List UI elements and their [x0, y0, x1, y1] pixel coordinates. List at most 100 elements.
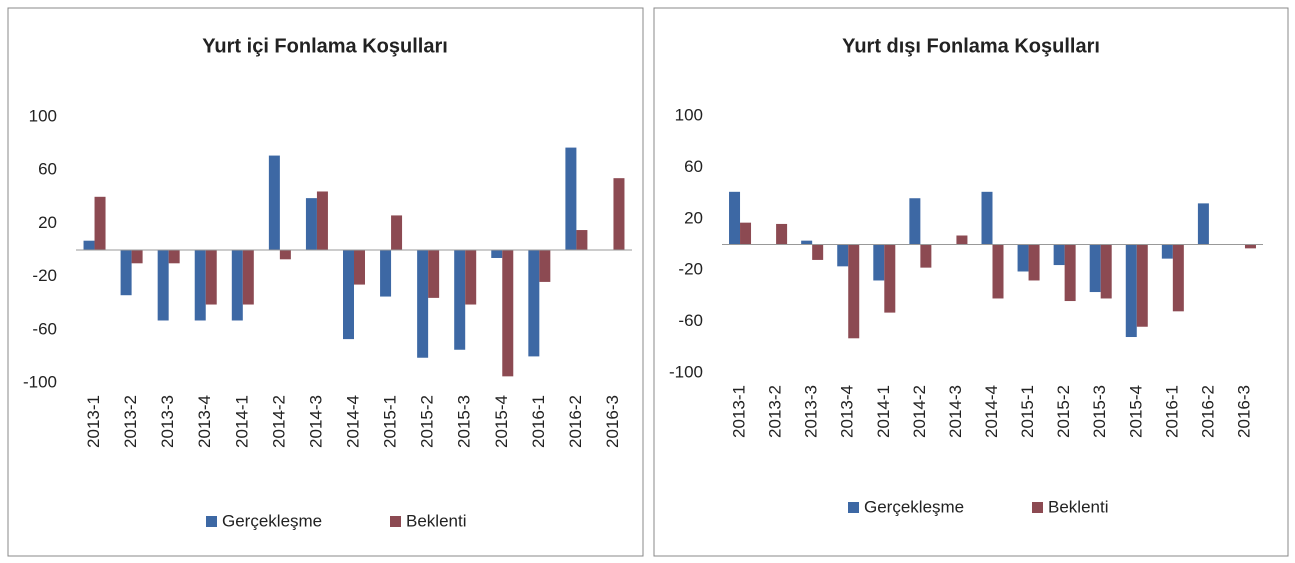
bar — [740, 222, 752, 245]
bar — [316, 191, 328, 250]
legend-swatch — [848, 502, 859, 513]
bar — [120, 250, 132, 296]
x-tick-label: 2013-2 — [121, 395, 140, 448]
y-tick-label: -60 — [678, 311, 703, 330]
y-tick-label: 60 — [684, 157, 703, 176]
bar — [380, 250, 392, 297]
bar — [194, 250, 206, 321]
bar — [465, 250, 477, 305]
bar — [131, 250, 143, 264]
x-tick-label: 2016-1 — [1162, 385, 1181, 438]
x-tick-label: 2016-1 — [529, 395, 548, 448]
x-tick-label: 2014-4 — [343, 395, 362, 448]
bar — [1197, 203, 1209, 245]
legend-swatch — [1032, 502, 1043, 513]
bar — [992, 244, 1004, 299]
x-tick-label: 2014-1 — [874, 385, 893, 438]
chart-title: Yurt içi Fonlama Koşulları — [202, 35, 448, 57]
x-tick-label: 2013-4 — [195, 395, 214, 448]
panel — [7, 7, 644, 557]
panel — [653, 7, 1289, 557]
bar — [956, 235, 968, 245]
x-tick-label: 2014-2 — [910, 385, 929, 438]
bar — [1100, 244, 1112, 299]
x-tick-label: 2014-4 — [982, 385, 1001, 438]
bar — [776, 223, 788, 245]
legend-label: Beklenti — [1048, 497, 1108, 516]
bar — [729, 191, 741, 245]
y-tick-label: 20 — [38, 213, 57, 232]
bar — [981, 191, 993, 245]
bar — [491, 250, 503, 258]
bar — [94, 196, 106, 250]
legend-swatch — [390, 516, 401, 527]
bar — [909, 198, 921, 245]
bar — [1017, 244, 1029, 272]
bar — [613, 178, 625, 250]
bar — [428, 250, 440, 298]
bar — [812, 244, 824, 260]
bar — [1172, 244, 1184, 312]
bar — [157, 250, 169, 321]
bar — [565, 147, 577, 250]
x-tick-label: 2015-1 — [381, 395, 400, 448]
bar — [168, 250, 180, 264]
bar — [454, 250, 466, 350]
bar — [1053, 244, 1065, 266]
y-tick-label: -20 — [678, 260, 703, 279]
bar — [83, 240, 95, 250]
bar — [1125, 244, 1137, 338]
x-tick-label: 2015-3 — [1090, 385, 1109, 438]
legend-label: Gerçekleşme — [222, 511, 322, 530]
y-tick-label: -100 — [23, 372, 57, 391]
bar — [884, 244, 896, 313]
x-tick-label: 2016-2 — [566, 395, 585, 448]
x-tick-label: 2016-3 — [603, 395, 622, 448]
bar — [1161, 244, 1173, 259]
bar — [873, 244, 885, 281]
legend-label: Gerçekleşme — [864, 497, 964, 516]
bar — [231, 250, 243, 321]
chart-title: Yurt dışı Fonlama Koşulları — [842, 35, 1100, 57]
bar — [1136, 244, 1148, 327]
x-tick-label: 2013-1 — [84, 395, 103, 448]
x-tick-label: 2015-1 — [1018, 385, 1037, 438]
x-tick-label: 2013-3 — [802, 385, 821, 438]
x-tick-label: 2016-2 — [1198, 385, 1217, 438]
y-tick-label: -100 — [669, 362, 703, 381]
x-tick-label: 2015-4 — [1126, 385, 1145, 438]
y-tick-label: -60 — [32, 319, 57, 338]
bar — [576, 230, 588, 250]
bar — [920, 244, 932, 268]
bar — [1028, 244, 1040, 281]
bar — [502, 250, 514, 377]
x-tick-label: 2014-3 — [306, 395, 325, 448]
x-tick-label: 2014-1 — [232, 395, 251, 448]
bar — [837, 244, 849, 267]
bar — [305, 198, 317, 250]
bar — [417, 250, 429, 358]
bar — [848, 244, 860, 339]
x-tick-label: 2013-2 — [766, 385, 785, 438]
bar — [539, 250, 551, 282]
bar — [343, 250, 354, 340]
y-tick-label: 100 — [29, 106, 57, 125]
bar — [242, 250, 254, 305]
x-tick-label: 2014-2 — [269, 395, 288, 448]
x-tick-label: 2015-4 — [492, 395, 511, 448]
y-tick-label: 60 — [38, 160, 57, 179]
y-tick-label: 100 — [675, 105, 703, 124]
bar — [279, 250, 291, 260]
x-tick-label: 2015-2 — [1054, 385, 1073, 438]
x-tick-label: 2015-2 — [418, 395, 437, 448]
bar — [528, 250, 540, 357]
bar — [354, 250, 365, 285]
x-tick-label: 2013-4 — [838, 385, 857, 438]
y-tick-label: 20 — [684, 208, 703, 227]
legend-label: Beklenti — [406, 511, 466, 530]
x-tick-label: 2014-3 — [946, 385, 965, 438]
bar — [1244, 244, 1256, 249]
x-tick-label: 2013-3 — [158, 395, 177, 448]
bar — [1064, 244, 1076, 302]
